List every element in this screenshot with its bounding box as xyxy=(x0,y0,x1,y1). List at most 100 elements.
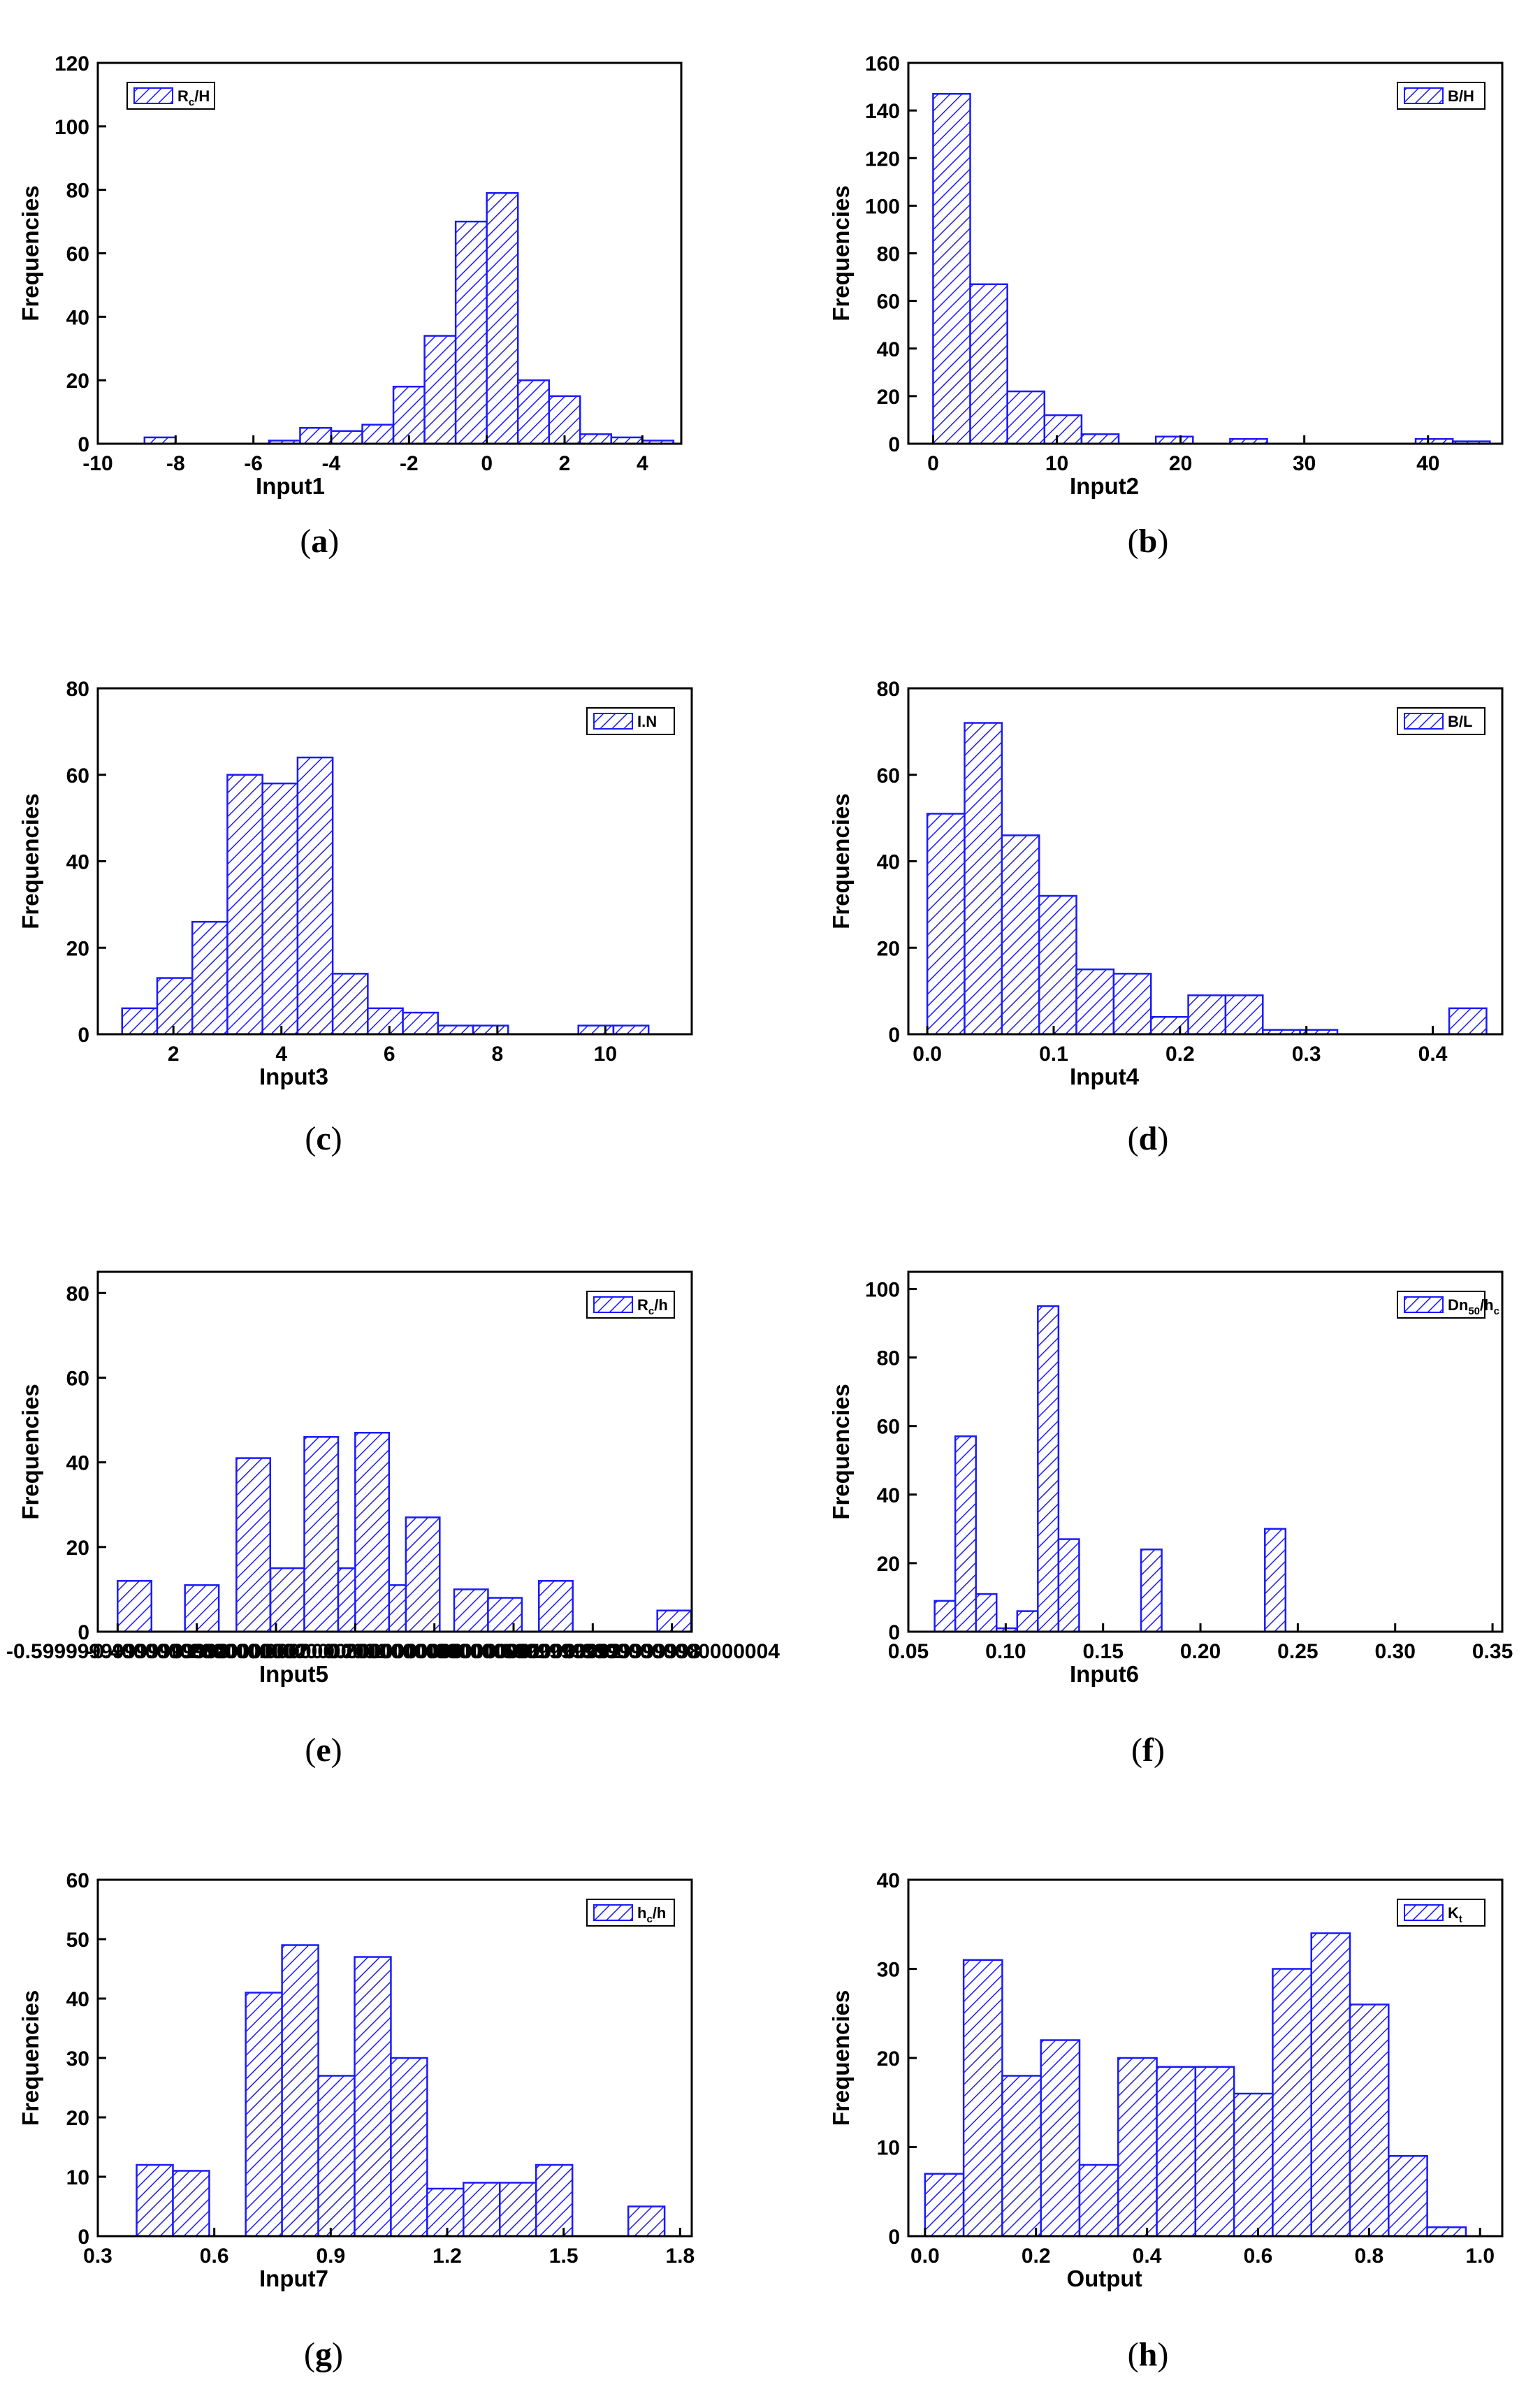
bar-g-8 xyxy=(463,2182,501,2238)
x-tick-label-d-2: 0.2 xyxy=(1165,1043,1195,1066)
plot-frame-f xyxy=(907,1270,1504,1633)
bar-h-2 xyxy=(1001,2075,1042,2238)
x-tick-label-e-2: -0.20000000000000001 xyxy=(165,1640,388,1663)
x-axis-label-d: Input4 xyxy=(1070,1064,1140,1089)
bar-h-12 xyxy=(1388,2155,1428,2238)
y-tick-label-g-3: 30 xyxy=(66,2047,89,2071)
x-tick-label-e-1: -0.40000000000000002 xyxy=(85,1640,308,1663)
bar-c-12 xyxy=(612,1024,650,1036)
x-tick-label-d-0: 0.0 xyxy=(913,1043,942,1066)
y-tick-label-f-5: 100 xyxy=(865,1279,900,1302)
legend-swatch-f xyxy=(1404,1296,1444,1313)
bar-g-11 xyxy=(627,2205,666,2238)
y-axis-label-c: Frequencies xyxy=(17,793,43,929)
y-tick-label-h-3: 30 xyxy=(877,1959,900,1982)
x-tick-label-f-4: 0.25 xyxy=(1277,1640,1318,1663)
legend-swatch-c xyxy=(593,713,633,730)
bar-a-11 xyxy=(579,433,613,445)
bar-d-2 xyxy=(1001,834,1040,1036)
y-axis-label-d: Frequencies xyxy=(828,793,854,929)
panel-caption-c: (c) xyxy=(305,1120,342,1157)
y-tick-label-b-5: 100 xyxy=(865,195,900,218)
chart-panel-f: 0.05 0.10 0.15 0.20 0.25 0.30 0.35 0 20 40 60 80 100… xyxy=(828,1270,1513,1769)
plot-frame-a xyxy=(96,61,683,445)
bar-d-1 xyxy=(964,722,1003,1036)
bar-h-6 xyxy=(1156,2066,1197,2238)
x-axis-label-a: Input1 xyxy=(256,473,325,499)
legend-label-c: I.N xyxy=(637,713,657,730)
y-tick-label-a-4: 80 xyxy=(66,180,89,203)
x-tick-label-e-6: 0.59999999999999998 xyxy=(485,1640,701,1663)
legend-label-f: Dn50/hc xyxy=(1448,1296,1499,1317)
bar-e-9 xyxy=(453,1588,489,1633)
y-tick-label-b-7: 140 xyxy=(865,100,900,123)
bar-c-4 xyxy=(261,782,299,1036)
y-tick-label-g-0: 0 xyxy=(78,2226,89,2249)
x-tick-label-b-4: 40 xyxy=(1416,452,1439,475)
bar-e-0 xyxy=(117,1580,153,1633)
y-tick-label-a-0: 0 xyxy=(78,433,89,456)
bar-f-4 xyxy=(1016,1610,1039,1633)
legend-swatch-e xyxy=(593,1296,633,1313)
y-tick-label-e-4: 80 xyxy=(66,1282,89,1305)
chart-panel-a: -10 -8 -6 -4 -2 0 2 4020406080100120Input1Frequ… xyxy=(17,52,683,560)
x-tick-label-g-5: 1.8 xyxy=(665,2245,695,2268)
bar-b-5 xyxy=(1154,435,1194,445)
bar-e-4 xyxy=(303,1436,340,1633)
bar-f-0 xyxy=(934,1600,957,1633)
bar-h-3 xyxy=(1040,2039,1081,2238)
bar-h-1 xyxy=(962,1959,1003,2238)
legend-swatch-h xyxy=(1404,1904,1444,1921)
y-tick-label-f-1: 20 xyxy=(877,1553,900,1576)
bar-e-2 xyxy=(235,1457,272,1633)
bar-c-1 xyxy=(156,977,194,1036)
bar-a-2 xyxy=(299,427,333,445)
bar-g-4 xyxy=(317,2075,356,2238)
x-tick-label-b-3: 30 xyxy=(1293,452,1316,475)
y-axis-label-b: Frequencies xyxy=(828,185,854,321)
bar-a-4 xyxy=(361,423,395,445)
x-tick-label-g-0: 0.3 xyxy=(83,2245,112,2268)
bar-d-6 xyxy=(1149,1016,1189,1036)
bar-g-2 xyxy=(245,1992,283,2238)
y-tick-label-f-3: 60 xyxy=(877,1416,900,1439)
bar-d-7 xyxy=(1187,994,1227,1036)
bar-h-8 xyxy=(1233,2092,1274,2238)
x-tick-label-a-0: -10 xyxy=(82,452,112,475)
bar-g-9 xyxy=(499,2182,537,2238)
chart-panel-h: 0.0 0.2 0.4 0.6 0.8 1.0 0 10 20 30 40 Output Frequen… xyxy=(828,1869,1504,2373)
y-tick-label-b-4: 80 xyxy=(877,243,900,266)
y-tick-label-b-3: 60 xyxy=(877,291,900,314)
bar-h-11 xyxy=(1349,2003,1390,2238)
x-tick-label-h-3: 0.6 xyxy=(1244,2245,1273,2268)
legend-swatch-g xyxy=(593,1904,633,1921)
x-axis-label-h: Output xyxy=(1066,2266,1142,2291)
legend-label-h: Kt xyxy=(1448,1904,1462,1925)
x-tick-label-g-1: 0.6 xyxy=(200,2245,229,2268)
legend-swatch-b xyxy=(1404,87,1444,104)
bar-h-13 xyxy=(1426,2226,1467,2238)
y-tick-label-d-2: 40 xyxy=(877,851,900,874)
legend-label-a: Rc/H xyxy=(177,87,210,108)
bar-e-11 xyxy=(538,1580,574,1633)
y-tick-label-b-2: 40 xyxy=(877,338,900,361)
bar-b-2 xyxy=(1006,390,1046,445)
y-tick-label-c-2: 40 xyxy=(66,851,89,874)
y-tick-label-e-1: 20 xyxy=(66,1537,89,1560)
y-tick-label-e-0: 0 xyxy=(78,1621,89,1644)
bar-a-8 xyxy=(486,191,519,445)
y-tick-label-b-8: 160 xyxy=(865,52,900,75)
x-axis-label-g: Input7 xyxy=(259,2266,328,2291)
chart-panel-e: -0.59999999999999998-0.40000000000000002… xyxy=(6,1270,780,1769)
bar-g-1 xyxy=(172,2170,210,2238)
bar-d-8 xyxy=(1224,994,1264,1036)
y-tick-label-g-6: 60 xyxy=(66,1869,89,1892)
x-tick-label-e-3: 0.00000000000000000 xyxy=(247,1640,463,1663)
y-tick-label-a-6: 120 xyxy=(55,52,89,75)
x-tick-label-f-3: 0.20 xyxy=(1180,1640,1221,1663)
x-tick-label-f-1: 0.10 xyxy=(985,1640,1026,1663)
x-tick-label-e-5: 0.40000000000000002 xyxy=(406,1640,622,1663)
bar-h-10 xyxy=(1310,1932,1351,2238)
x-tick-label-h-1: 0.2 xyxy=(1022,2245,1051,2268)
y-tick-label-b-6: 120 xyxy=(865,147,900,171)
